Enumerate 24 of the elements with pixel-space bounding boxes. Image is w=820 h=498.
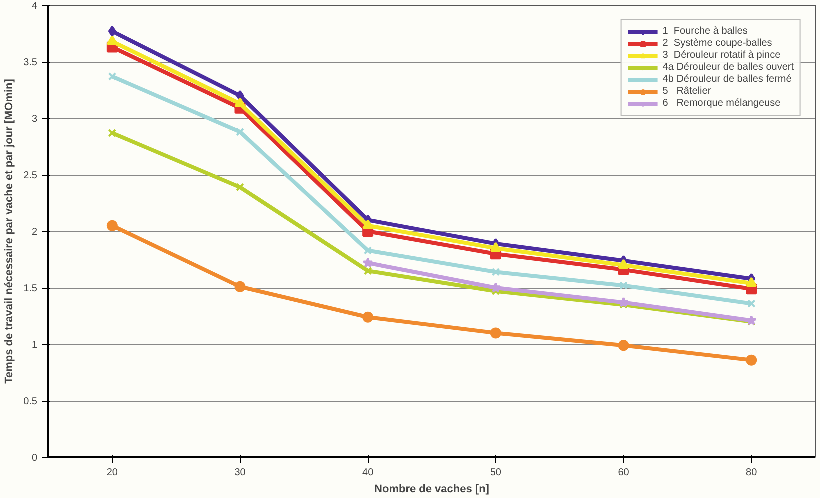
x-tick-label: 20 <box>106 468 118 478</box>
y-tick-label: 3.5 <box>24 58 38 68</box>
y-tick-label: 3 <box>32 114 38 125</box>
legend-label: 4a Dérouleur de balles ouvert <box>662 62 794 73</box>
legend-label: 4b Dérouleur de balles fermé <box>662 74 792 85</box>
legend-label: 1 Fourche à balles <box>662 26 748 37</box>
legend-label: 5 Râtelier <box>662 86 712 97</box>
legend-label: 3 Dérouleur rotatif à pince <box>662 50 781 61</box>
y-tick-label: 0 <box>32 453 38 464</box>
y-tick-label: 1 <box>32 340 38 351</box>
x-tick-label: 30 <box>234 468 246 478</box>
y-tick-label: 2 <box>32 227 38 238</box>
y-axis-title: Temps de travail nécessaire par vache et par jour [MOmin] <box>4 78 16 384</box>
x-tick-label: 60 <box>618 468 630 478</box>
y-tick-label: 2.5 <box>24 170 38 182</box>
x-tick-label: 40 <box>362 468 374 478</box>
x-tick-label: 50 <box>490 468 502 478</box>
x-tick-label: 80 <box>746 468 758 478</box>
x-axis-title: Nombre de vaches [n] <box>374 484 490 496</box>
y-tick-label: 0.5 <box>24 396 38 408</box>
legend-label: 2 Système coupe-balles <box>662 38 772 49</box>
legend-label: 6 Remorque mélangeuse <box>662 98 781 109</box>
y-tick-label: 1.5 <box>24 284 38 294</box>
y-tick-label: 4 <box>32 1 38 12</box>
